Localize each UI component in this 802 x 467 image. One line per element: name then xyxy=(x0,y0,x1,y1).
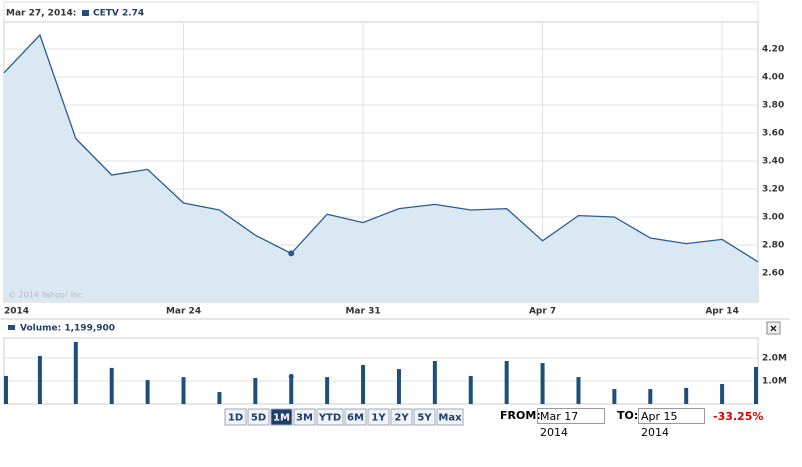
volume-bar xyxy=(396,369,401,404)
close-icon[interactable]: × xyxy=(769,324,777,335)
from-label: FROM: xyxy=(500,409,541,422)
range-button[interactable] xyxy=(390,408,413,426)
range-button-label[interactable]: 1Y xyxy=(371,413,386,424)
x-tick-label: Mar 31 xyxy=(345,307,380,317)
range-button-label[interactable]: 2Y xyxy=(394,413,409,424)
range-button-label[interactable]: 1D xyxy=(228,413,243,424)
y-tick-label: 2.0M xyxy=(762,354,787,364)
price-area xyxy=(4,35,758,301)
volume-bar xyxy=(754,366,758,404)
range-button-label[interactable]: YTD xyxy=(318,413,341,424)
y-tick-label: 2.80 xyxy=(762,241,784,251)
y-tick-label: 3.40 xyxy=(762,157,784,167)
volume-bar xyxy=(468,375,473,404)
volume-bar xyxy=(4,375,8,404)
range-button[interactable] xyxy=(270,408,293,426)
highlight-point xyxy=(288,373,294,379)
volume-bar xyxy=(325,377,330,404)
range-button-label[interactable]: 5Y xyxy=(417,413,432,424)
volume-bar xyxy=(109,367,114,404)
legend-swatch xyxy=(82,10,89,16)
range-button[interactable] xyxy=(436,408,464,426)
range-button-label[interactable]: 1M xyxy=(273,413,290,424)
range-button-label[interactable]: 3M xyxy=(296,413,313,424)
y-tick-label: 1.0M xyxy=(762,377,787,387)
range-button[interactable] xyxy=(224,408,247,426)
volume-bar xyxy=(217,392,222,404)
volume-bar xyxy=(540,363,545,404)
range-button[interactable] xyxy=(344,408,367,426)
range-button[interactable] xyxy=(413,408,436,426)
y-tick-label: 3.80 xyxy=(762,101,784,111)
y-tick-label: 3.20 xyxy=(762,185,784,195)
range-button[interactable] xyxy=(247,408,270,426)
volume-bar xyxy=(612,389,617,404)
y-tick-label: 3.00 xyxy=(762,213,784,223)
x-tick-label: Apr 7 xyxy=(529,307,556,317)
header-date: Mar 27, 2014: xyxy=(6,9,76,19)
to-input[interactable]: Apr 15 2014 xyxy=(638,408,705,439)
y-tick-label: 4.20 xyxy=(762,45,784,55)
volume-bar xyxy=(684,387,689,404)
volume-title: Volume: 1,199,900 xyxy=(20,324,115,334)
range-button[interactable] xyxy=(316,408,344,426)
volume-bar xyxy=(73,341,78,404)
close-button[interactable] xyxy=(766,321,781,335)
x-tick-label: 2014 xyxy=(4,307,29,317)
volume-bar xyxy=(37,355,42,404)
volume-bar xyxy=(253,378,258,404)
price-line xyxy=(3,33,759,263)
range-button[interactable] xyxy=(293,408,316,426)
y-tick-label: 4.00 xyxy=(762,73,784,83)
from-input[interactable]: Mar 17 2014 xyxy=(537,408,605,439)
header-quote: CETV 2.74 xyxy=(93,9,144,19)
change: -33.25% xyxy=(713,410,763,423)
volume-swatch xyxy=(8,325,15,330)
y-tick-label: 3.60 xyxy=(762,129,784,139)
volume-panel xyxy=(3,337,759,405)
volume-bar xyxy=(181,377,186,404)
range-button-label[interactable]: 5D xyxy=(251,413,266,424)
to-label: TO: xyxy=(617,409,639,422)
copyright: © 2014 Yahoo! Inc. xyxy=(8,291,85,300)
volume-bar xyxy=(432,360,437,404)
range-button[interactable] xyxy=(367,408,390,426)
highlight-point xyxy=(288,250,295,257)
volume-bar xyxy=(504,360,509,404)
volume-bar xyxy=(720,383,725,404)
y-tick-label: 2.60 xyxy=(762,269,784,279)
volume-bar xyxy=(361,364,366,404)
x-tick-label: Apr 14 xyxy=(705,307,739,317)
volume-bar xyxy=(289,376,294,404)
range-button-label[interactable]: Max xyxy=(438,413,462,424)
volume-bar xyxy=(145,380,150,404)
range-button-label[interactable]: 6M xyxy=(347,413,364,424)
volume-bar xyxy=(576,377,581,404)
x-tick-label: Mar 24 xyxy=(166,307,201,317)
volume-bar xyxy=(648,389,653,404)
